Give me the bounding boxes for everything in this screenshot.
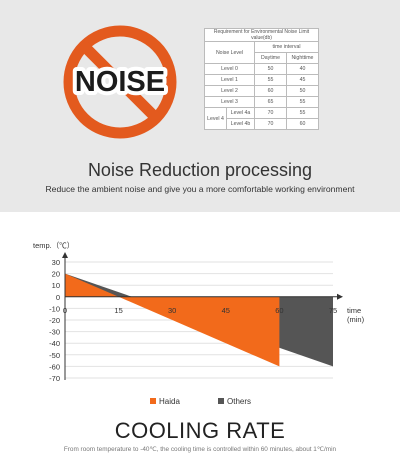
noise-section: NOISE NOISE Requirement for Environmenta… <box>0 0 400 212</box>
table-row: Level 0 50 40 <box>204 63 319 75</box>
y-tick-label: 0 <box>56 293 60 302</box>
x-tick-label: 30 <box>168 306 176 315</box>
row-night: 50 <box>286 85 319 97</box>
x-tick-label: 60 <box>275 306 283 315</box>
legend-swatch-others <box>218 398 224 404</box>
row-level: Level 4b <box>226 118 255 130</box>
x-axis-label: time <box>347 306 361 315</box>
header-noise-level: Noise Level <box>204 41 255 64</box>
x-tick-label: 75 <box>329 306 337 315</box>
y-tick-label: 30 <box>52 258 60 267</box>
row-day: 60 <box>254 85 287 97</box>
row-day: 50 <box>254 63 287 75</box>
y-tick-label: 20 <box>52 270 60 279</box>
row-level: Level 3 <box>204 96 255 108</box>
legend-label-others: Others <box>227 397 251 406</box>
row-day: 55 <box>254 74 287 86</box>
row-night: 45 <box>286 74 319 86</box>
row-level: Level 2 <box>204 85 255 97</box>
y-tick-label: -60 <box>49 362 60 371</box>
header-nighttime: Nighttime <box>286 52 319 64</box>
y-axis-label: temp.（℃） <box>33 241 74 250</box>
row-group-level: Level 4 <box>204 107 227 130</box>
table-row: Level 4b 70 60 <box>205 118 319 130</box>
row-day: 70 <box>254 118 287 130</box>
table-row: Level 4 Level 4a 70 55 <box>204 107 319 130</box>
legend-swatch-haida <box>150 398 156 404</box>
noise-sign-text: NOISE <box>75 66 165 98</box>
y-tick-label: -70 <box>49 374 60 383</box>
x-axis-arrow <box>337 293 343 300</box>
row-level: Level 4a <box>226 107 255 119</box>
cooling-rate-subtitle: From room temperature to -40℃, the cooli… <box>63 446 337 453</box>
row-level: Level 0 <box>204 63 255 75</box>
row-night: 40 <box>286 63 319 75</box>
y-tick-label: 10 <box>52 281 60 290</box>
row-day: 65 <box>254 96 287 108</box>
no-noise-sign-icon: NOISE NOISE <box>63 25 177 139</box>
y-tick-label: -50 <box>49 351 60 360</box>
table-row: Level 2 60 50 <box>204 85 319 97</box>
x-tick-label: 0 <box>63 306 67 315</box>
y-tick-label: -30 <box>49 328 60 337</box>
table-row: Level 3 65 55 <box>204 96 319 108</box>
table-caption: Requirement for Environmental Noise Limi… <box>204 28 319 42</box>
y-tick-label: -10 <box>49 304 60 313</box>
y-axis-arrow <box>62 252 68 258</box>
noise-section-title: Noise Reduction processing <box>87 160 313 180</box>
row-day: 70 <box>254 107 287 119</box>
row-night: 55 <box>286 96 319 108</box>
noise-limit-table: Requirement for Environmental Noise Limi… <box>204 28 319 130</box>
x-tick-label: 15 <box>114 306 122 315</box>
row-level: Level 1 <box>204 74 255 86</box>
row-night: 60 <box>286 118 319 130</box>
noise-sign-text-outline: NOISE <box>75 66 165 98</box>
header-daytime: Daytime <box>254 52 287 64</box>
cooling-rate-title: COOLING RATE <box>114 418 286 443</box>
header-time-interval: time interval <box>254 41 319 53</box>
y-tick-label: -20 <box>49 316 60 325</box>
x-axis-label: (min) <box>347 315 365 324</box>
noise-section-subtitle: Reduce the ambient noise and give you a … <box>45 184 355 194</box>
table-row: Level 1 55 45 <box>204 74 319 86</box>
x-tick-label: 45 <box>222 306 230 315</box>
y-tick-label: -40 <box>49 339 60 348</box>
row-night: 55 <box>286 107 319 119</box>
legend-label-haida: Haida <box>159 397 180 406</box>
